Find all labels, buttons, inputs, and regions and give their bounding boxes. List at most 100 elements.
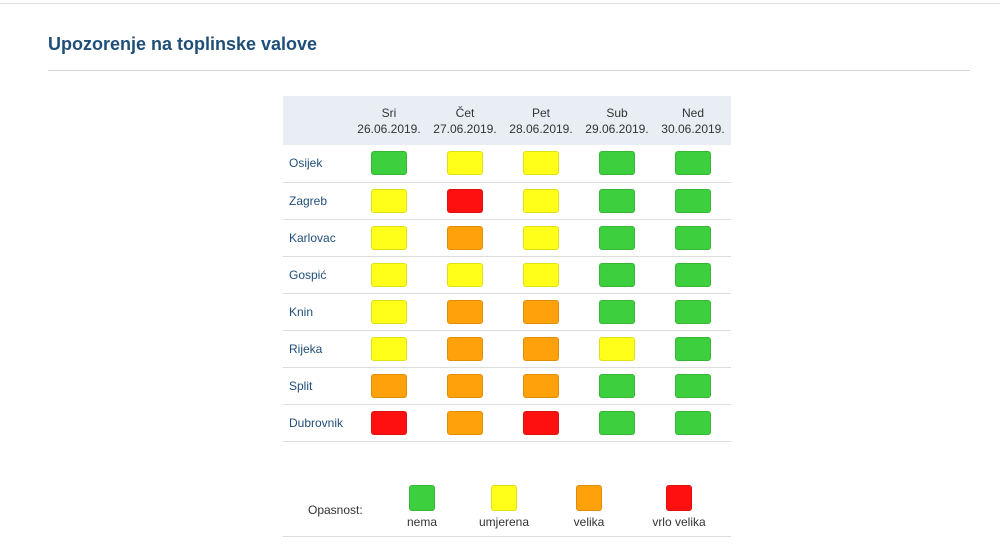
legend-item-label: umjerena: [478, 515, 530, 529]
warning-level-box: [447, 410, 483, 435]
warning-cell: [655, 293, 731, 330]
warning-level-box: [447, 299, 483, 324]
warning-cell: [655, 256, 731, 293]
warning-level-box: [447, 225, 483, 250]
legend-item-umjerena: umjerena: [464, 485, 544, 529]
warning-cell: [427, 145, 503, 182]
legend-item-label: vrlo velika: [652, 515, 706, 529]
day-date: 28.06.2019.: [509, 121, 573, 136]
legend-swatch: [409, 485, 435, 511]
warning-cell: [351, 256, 427, 293]
warning-cell: [579, 367, 655, 404]
warning-level-box: [523, 336, 559, 361]
day-date: 30.06.2019.: [661, 121, 725, 136]
warning-level-box: [675, 262, 711, 287]
warning-level-box: [599, 373, 635, 398]
warning-level-box: [523, 299, 559, 324]
warning-level-box: [523, 225, 559, 250]
day-header-0: Sri 26.06.2019.: [351, 96, 427, 145]
warning-cell: [655, 404, 731, 441]
warning-level-box: [371, 188, 407, 213]
day-name: Pet: [531, 105, 550, 120]
warning-cell: [579, 330, 655, 367]
warning-level-box: [599, 151, 635, 176]
city-name: Zagreb: [289, 193, 328, 208]
table-row: Osijek: [283, 145, 731, 182]
page-title: Upozorenje na toplinske valove: [48, 34, 318, 54]
title-divider: [48, 70, 970, 71]
day-header-4: Ned 30.06.2019.: [655, 96, 731, 145]
warning-cell: [503, 256, 579, 293]
day-header-1: Čet 27.06.2019.: [427, 96, 503, 145]
warning-cell: [655, 367, 731, 404]
warning-cell: [503, 404, 579, 441]
warning-cell: [503, 367, 579, 404]
warning-cell: [503, 219, 579, 256]
warning-level-box: [675, 225, 711, 250]
warning-level-box: [675, 336, 711, 361]
legend-item-velika: velika: [549, 485, 629, 529]
danger-legend: Opasnost: nema umjerena velika vrlo veli…: [283, 472, 731, 537]
warning-cell: [579, 404, 655, 441]
table-body: Osijek Zagreb Karlovac Gospić Knin Rijeka Spli…: [283, 145, 731, 441]
table-row: Dubrovnik: [283, 404, 731, 441]
legend-item-vrlo-velika: vrlo velika: [639, 485, 719, 529]
warning-cell: [427, 256, 503, 293]
warning-cell: [579, 256, 655, 293]
warning-level-box: [447, 151, 483, 176]
warning-level-box: [523, 262, 559, 287]
city-name: Gospić: [289, 267, 327, 282]
warning-level-box: [371, 225, 407, 250]
warning-cell: [503, 145, 579, 182]
warning-cell: [351, 182, 427, 219]
day-date: 26.06.2019.: [357, 121, 421, 136]
table-row: Zagreb: [283, 182, 731, 219]
warning-level-box: [523, 373, 559, 398]
warning-cell: [351, 404, 427, 441]
warning-level-box: [523, 410, 559, 435]
warning-cell: [655, 330, 731, 367]
table-row: Rijeka: [283, 330, 731, 367]
warning-cell: [427, 219, 503, 256]
warning-level-box: [599, 299, 635, 324]
top-divider: [0, 3, 1000, 4]
legend-swatch: [576, 485, 602, 511]
city-name: Karlovac: [289, 230, 336, 245]
warning-level-box: [371, 410, 407, 435]
legend-label: Opasnost:: [308, 503, 363, 517]
warning-cell: [351, 293, 427, 330]
warning-cell: [427, 293, 503, 330]
day-date: 29.06.2019.: [585, 121, 649, 136]
warning-cell: [579, 219, 655, 256]
city-name: Osijek: [289, 156, 323, 171]
warning-cell: [351, 330, 427, 367]
warning-level-box: [447, 336, 483, 361]
warning-cell: [427, 367, 503, 404]
warning-level-box: [599, 410, 635, 435]
day-header-2: Pet 28.06.2019.: [503, 96, 579, 145]
heatwave-warning-table: Sri 26.06.2019. Čet 27.06.2019. Pet 28.06.2…: [283, 96, 731, 442]
warning-cell: [351, 219, 427, 256]
warning-cell: [351, 367, 427, 404]
warning-cell: [427, 330, 503, 367]
warning-level-box: [371, 151, 407, 176]
warning-level-box: [371, 373, 407, 398]
warning-level-box: [675, 151, 711, 176]
warning-level-box: [371, 336, 407, 361]
warning-cell: [427, 182, 503, 219]
day-name: Sri: [381, 105, 397, 120]
warning-cell: [655, 182, 731, 219]
warning-cell: [351, 145, 427, 182]
warning-level-box: [675, 188, 711, 213]
warning-level-box: [371, 299, 407, 324]
table-row: Knin: [283, 293, 731, 330]
legend-swatch: [666, 485, 692, 511]
warning-level-box: [599, 262, 635, 287]
warning-level-box: [447, 188, 483, 213]
city-name: Split: [289, 378, 313, 393]
warning-level-box: [599, 225, 635, 250]
warning-level-box: [675, 410, 711, 435]
warning-level-box: [599, 188, 635, 213]
legend-item-nema: nema: [382, 485, 462, 529]
day-name: Ned: [681, 105, 704, 120]
